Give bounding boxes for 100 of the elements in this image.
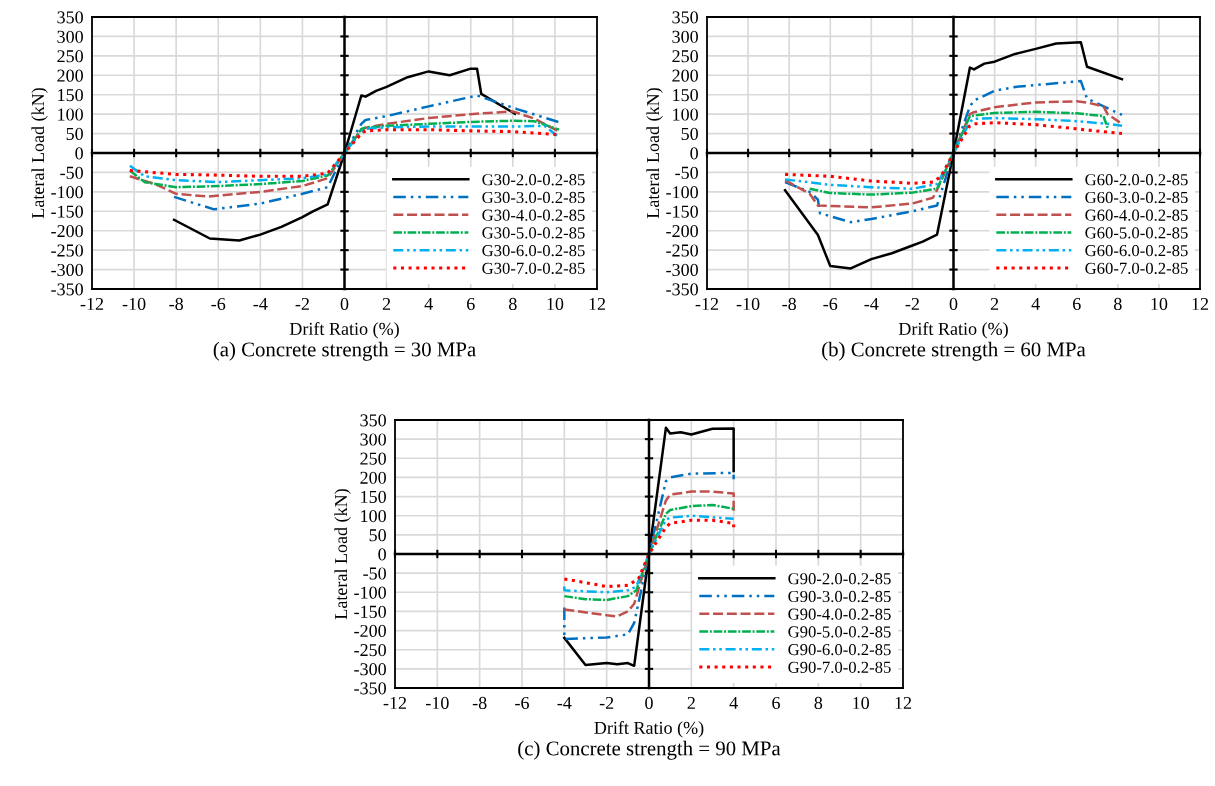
y-tick-label: -300 (51, 263, 83, 277)
x-tick-label: -2 (295, 297, 309, 310)
y-tick-label: -200 (666, 224, 698, 238)
legend-label: G60-6.0-0.2-85 (1085, 244, 1188, 257)
y-tick-label: 50 (681, 127, 698, 141)
legend-label: G60-2.0-0.2-85 (1085, 174, 1188, 186)
legend-label: G30-6.0-0.2-85 (482, 244, 585, 257)
x-axis-title: Drift Ratio (%) (898, 322, 1008, 339)
y-axis-title: Lateral Load (kN) (31, 88, 48, 219)
x-tick-label: -8 (782, 297, 796, 311)
x-tick-label: -2 (905, 297, 919, 310)
x-tick-label: 0 (340, 297, 349, 311)
y-tick-label: -200 (51, 224, 83, 238)
x-tick-label: 10 (547, 297, 564, 311)
y-tick-label: -200 (354, 624, 386, 638)
y-tick-label: 250 (672, 50, 698, 63)
legend-label: G30-3.0-0.2-85 (482, 191, 585, 204)
x-tick-label: -6 (823, 297, 838, 311)
x-tick-label: 10 (1151, 297, 1168, 311)
legend-label: G90-2.0-0.2-85 (788, 573, 891, 585)
legend-label: G60-5.0-0.2-85 (1085, 227, 1188, 239)
y-tick-label: 350 (360, 414, 386, 427)
y-axis-title: Lateral Load (kN) (334, 489, 351, 620)
x-axis-title: Drift Ratio (%) (289, 322, 399, 339)
x-tick-label: -6 (515, 696, 529, 710)
y-tick-label: -300 (666, 263, 698, 277)
x-tick-label: -6 (211, 297, 226, 311)
y-tick-label: 200 (360, 471, 386, 484)
y-tick-label: 100 (58, 108, 83, 121)
legend-label: G90-7.0-0.2-85 (788, 661, 891, 674)
line-series (563, 490, 735, 618)
y-tick-label: 200 (57, 69, 83, 82)
y-tick-label: 350 (672, 11, 698, 24)
legend-label: G60-3.0-0.2-85 (1085, 191, 1188, 204)
y-tick-label: 150 (361, 490, 386, 504)
y-tick-label: -150 (51, 205, 83, 218)
y-tick-label: 100 (361, 509, 386, 523)
y-tick-label: 250 (57, 50, 83, 63)
x-tick-label: -12 (383, 696, 407, 709)
y-tick-label: 250 (360, 452, 386, 465)
y-tick-label: -150 (354, 605, 386, 618)
x-tick-label: 2 (687, 696, 695, 709)
x-tick-label: 0 (645, 696, 653, 710)
y-tick-label: -300 (354, 663, 386, 676)
legend-label: G60-4.0-0.2-85 (1085, 209, 1188, 221)
x-axis-title: Drift Ratio (%) (594, 721, 704, 738)
x-tick-label: -10 (122, 297, 146, 311)
x-tick-label: 8 (814, 696, 823, 710)
legend-label: G30-4.0-0.2-85 (482, 209, 585, 221)
y-tick-label: -350 (51, 283, 83, 296)
x-tick-label: 6 (772, 696, 780, 710)
y-tick-label: -250 (51, 244, 83, 257)
x-tick-label: -10 (736, 297, 760, 311)
y-tick-label: -50 (675, 166, 698, 179)
x-tick-label: 10 (853, 696, 870, 710)
y-axis-title: Lateral Load (kN) (646, 88, 663, 219)
x-tick-label: 2 (382, 297, 391, 310)
x-tick-label: -2 (599, 696, 614, 709)
y-tick-label: -250 (354, 643, 386, 657)
y-tick-label: 300 (672, 30, 698, 43)
legend-label: G90-6.0-0.2-85 (788, 643, 891, 656)
text: (b) Concrete strength = 60 MPa (822, 341, 1086, 361)
y-tick-label: 300 (360, 433, 386, 446)
legend-label: G90-5.0-0.2-85 (788, 626, 891, 638)
text: (a) Concrete strength = 30 MPa (213, 341, 476, 361)
y-tick-label: 0 (75, 147, 83, 160)
y-tick-label: -350 (354, 682, 386, 695)
y-tick-label: -100 (666, 186, 698, 199)
y-tick-label: -100 (354, 586, 386, 599)
legend-label: G90-4.0-0.2-85 (788, 608, 891, 620)
y-tick-label: 150 (58, 88, 83, 102)
x-tick-label: 6 (1073, 297, 1081, 311)
x-tick-label: -12 (695, 297, 719, 310)
x-tick-label: 4 (729, 696, 738, 709)
y-tick-label: -50 (60, 166, 83, 179)
x-tick-label: 4 (424, 297, 433, 310)
y-tick-label: -250 (666, 244, 698, 257)
y-tick-label: -150 (666, 205, 698, 218)
y-tick-label: -350 (666, 283, 698, 296)
legend-label: G30-7.0-0.2-85 (482, 262, 585, 275)
x-tick-label: 12 (1192, 297, 1209, 310)
legend-label: G60-7.0-0.2-85 (1085, 262, 1188, 275)
x-tick-label: 6 (467, 297, 475, 311)
legend-label: G30-2.0-0.2-85 (482, 174, 585, 186)
x-tick-label: -8 (472, 696, 487, 710)
x-tick-label: 8 (1114, 297, 1122, 311)
legend-label: G30-5.0-0.2-85 (482, 227, 585, 239)
x-tick-label: -4 (253, 297, 268, 310)
x-tick-label: -10 (425, 696, 449, 710)
y-tick-label: 200 (672, 69, 698, 82)
x-tick-label: 2 (990, 297, 999, 310)
y-tick-label: 300 (57, 30, 83, 43)
y-tick-label: 0 (690, 147, 698, 160)
x-tick-label: -12 (80, 297, 104, 310)
x-tick-label: -8 (169, 297, 183, 311)
y-tick-label: 50 (369, 529, 386, 542)
line-series (563, 503, 735, 602)
x-tick-label: 12 (895, 696, 912, 709)
y-tick-label: 350 (57, 11, 83, 24)
x-tick-label: 12 (589, 297, 606, 310)
